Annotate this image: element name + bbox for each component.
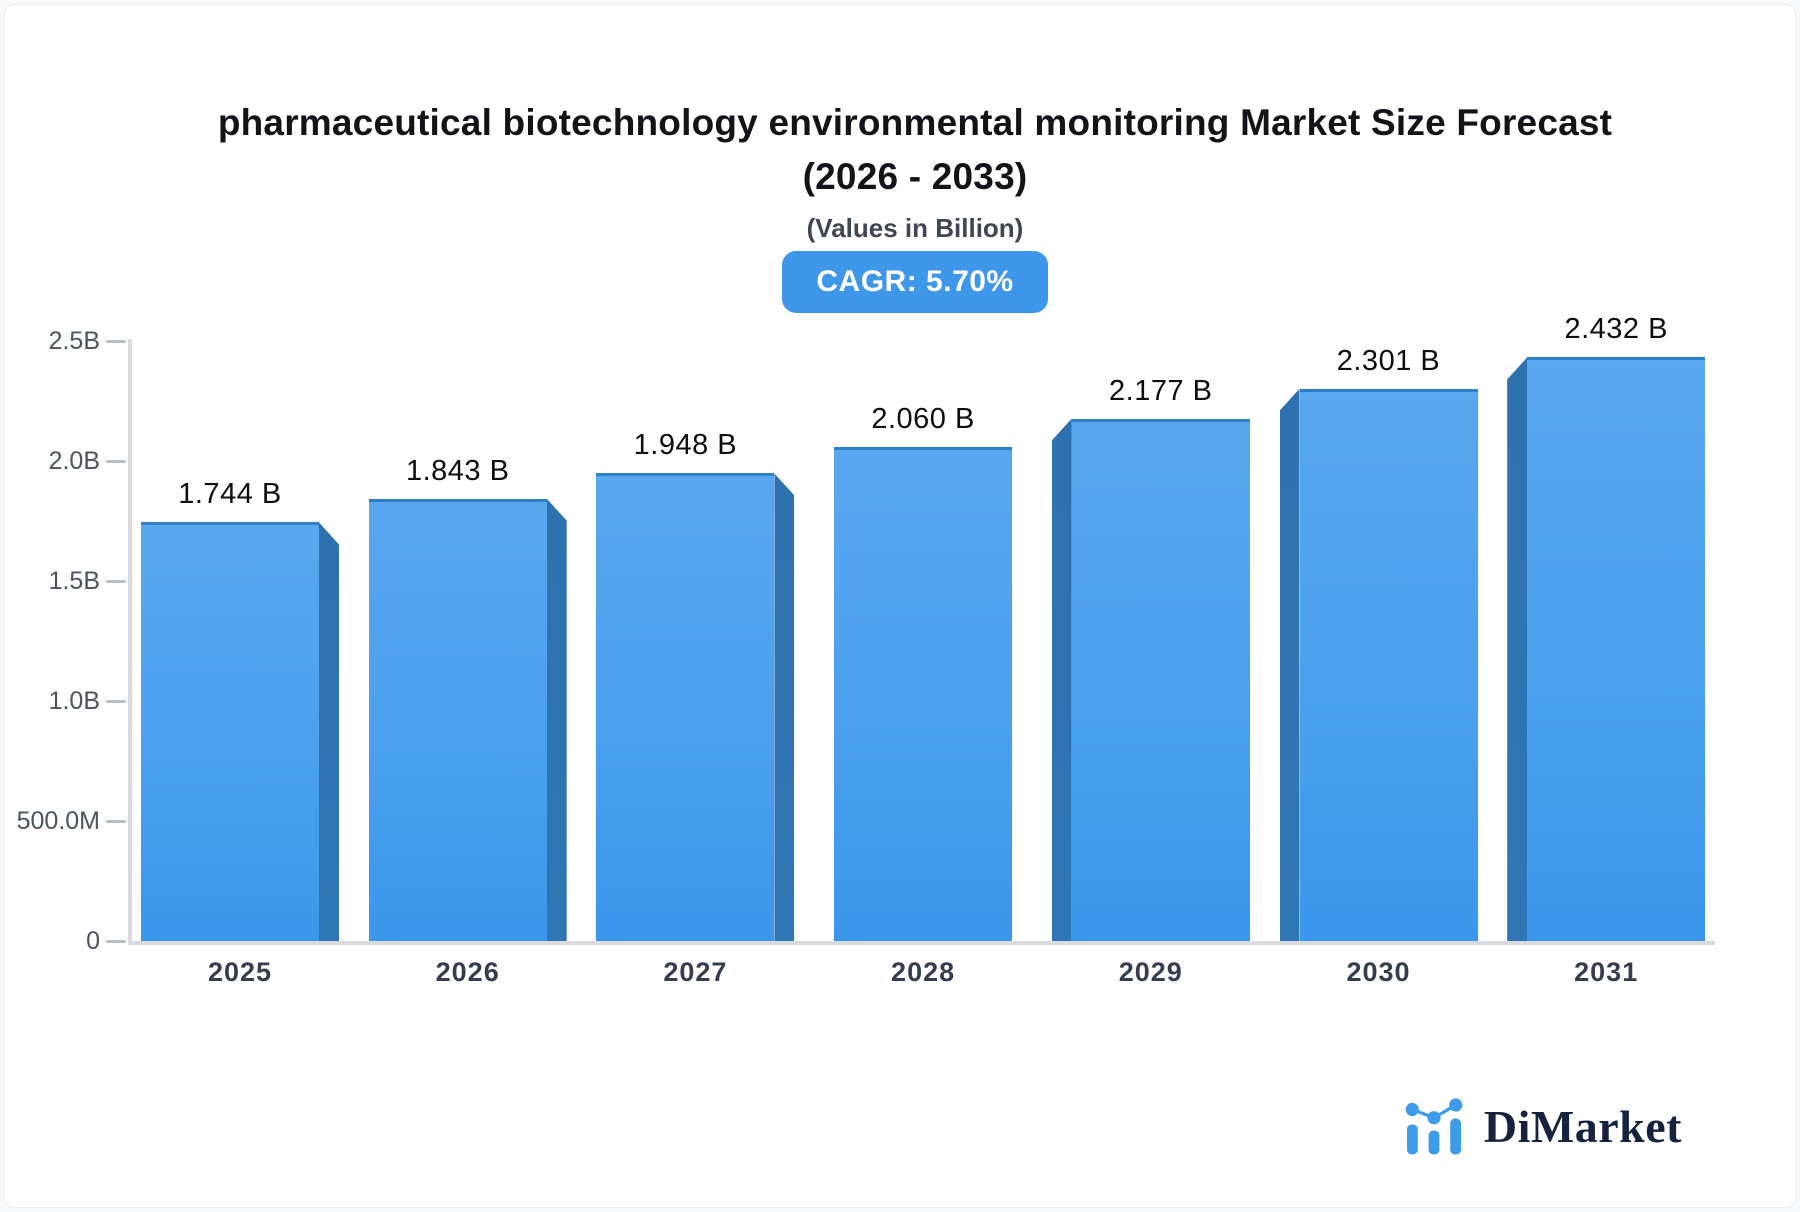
bar-chart-logo-icon <box>1405 1098 1463 1155</box>
bar-2031 <box>1507 357 1706 941</box>
bar-face-2025 <box>141 522 319 941</box>
bar-face-2027 <box>596 473 775 941</box>
bar-2026 <box>368 498 567 941</box>
bar-2028 <box>824 446 1022 941</box>
bar-3d-side-2029 <box>1051 418 1072 941</box>
bar-3d-side-2027 <box>774 473 795 941</box>
bar-value-label-2027: 1.948 B <box>633 429 738 462</box>
bar-2025 <box>141 522 339 941</box>
y-tick-label-2.5B: 2.5B <box>48 327 100 355</box>
bar-value-label-2025: 1.744 B <box>178 478 282 511</box>
chart-subtitle: (Values in Billion) <box>806 213 1024 243</box>
x-tick-label-2025: 2025 <box>207 957 273 987</box>
bar-face-2030 <box>1299 388 1478 941</box>
y-tick-label-500.0M: 500.0M <box>16 807 100 835</box>
x-tick-label-2026: 2026 <box>435 957 500 987</box>
dimarket-logo: DiMarket <box>1398 1086 1682 1166</box>
x-tick-label-2031: 2031 <box>1574 957 1639 987</box>
logo-text: DiMarket <box>1483 1100 1682 1152</box>
bar-face-2029 <box>1071 418 1250 941</box>
y-tick-label-1.0B: 1.0B <box>48 687 100 715</box>
bar-3d-side-2025 <box>319 522 339 941</box>
bar-face-2028 <box>834 446 1013 941</box>
y-tick-mark <box>106 699 126 703</box>
bar-face-2026 <box>368 498 547 941</box>
x-axis-line <box>128 941 1715 945</box>
bar-value-label-2029: 2.177 B <box>1109 374 1213 407</box>
chart-title-line2: (2026 - 2033) <box>802 156 1028 197</box>
bar-2030 <box>1279 388 1478 941</box>
x-tick-label-2028: 2028 <box>891 957 956 987</box>
y-tick-mark <box>106 459 126 463</box>
bar-3d-side-2031 <box>1507 357 1528 941</box>
bar-value-label-2026: 1.843 B <box>405 454 510 487</box>
bar-value-label-2031: 2.432 B <box>1564 313 1668 346</box>
x-tick-label-2027: 2027 <box>663 957 728 987</box>
y-tick-label-0: 0 <box>86 927 100 955</box>
y-tick-mark <box>106 819 126 823</box>
x-tick-label-2030: 2030 <box>1346 957 1411 987</box>
bar-value-label-2028: 2.060 B <box>871 402 975 435</box>
bar-2029 <box>1051 418 1250 941</box>
bar-3d-side-2026 <box>546 498 567 941</box>
chart-header: pharmaceutical biotechnology environment… <box>30 96 1800 313</box>
cagr-badge: CAGR: 5.70% <box>782 251 1048 313</box>
y-tick-label-2.0B: 2.0B <box>48 447 100 475</box>
x-tick-label-2029: 2029 <box>1118 957 1183 987</box>
bar-2027 <box>596 473 795 941</box>
y-tick-mark <box>106 579 126 583</box>
y-axis-line <box>128 339 132 945</box>
bar-3d-side-2030 <box>1279 388 1300 941</box>
bar-value-label-2030: 2.301 B <box>1336 344 1441 377</box>
y-tick-mark <box>106 939 126 943</box>
chart-title-line1: pharmaceutical biotechnology environment… <box>217 102 1613 143</box>
y-tick-mark <box>106 339 126 343</box>
y-tick-label-1.5B: 1.5B <box>48 567 100 595</box>
bar-face-2031 <box>1527 357 1706 941</box>
